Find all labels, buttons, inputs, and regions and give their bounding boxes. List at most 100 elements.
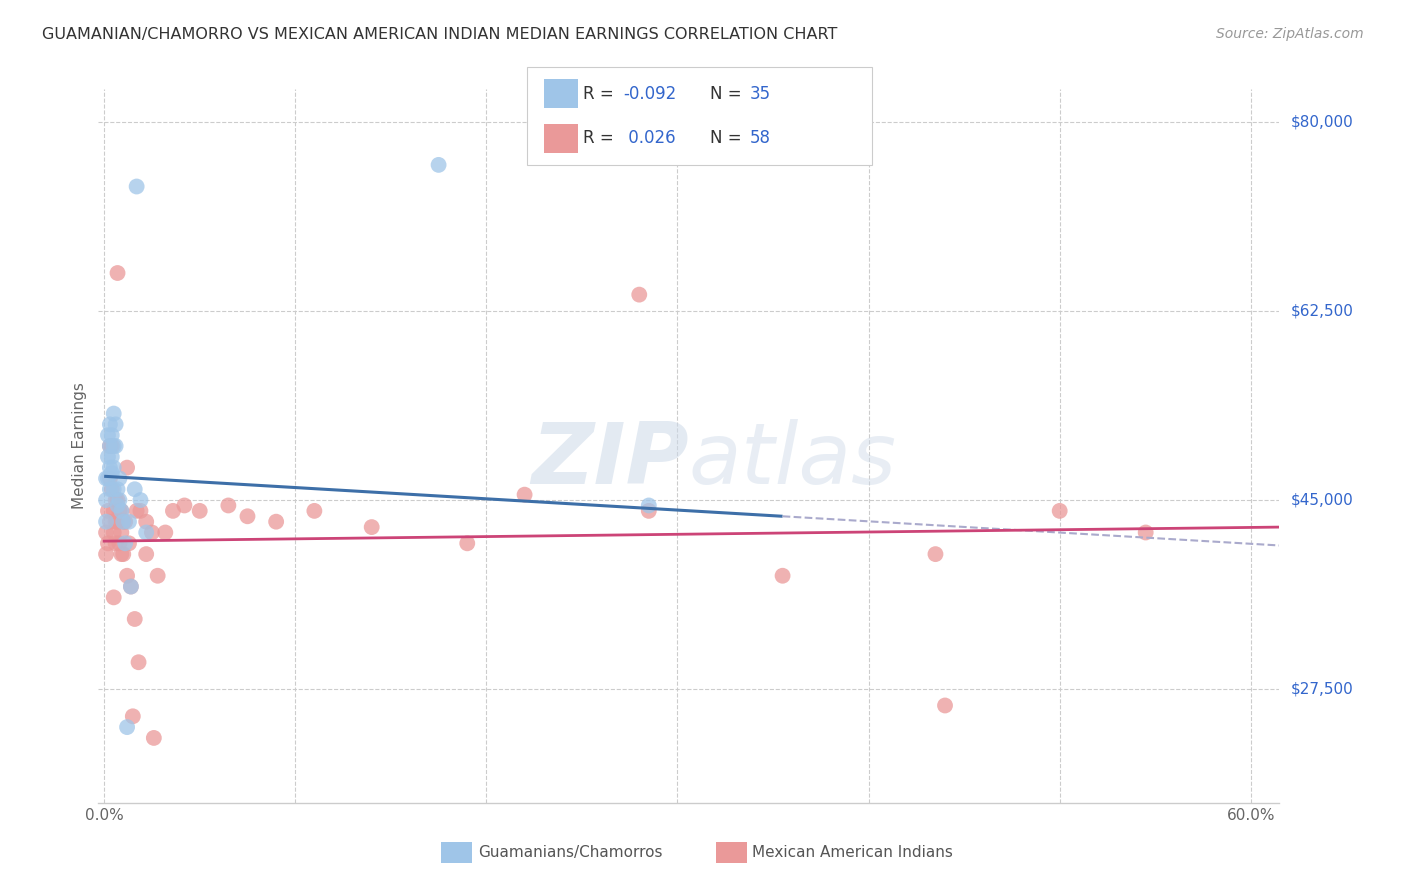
Point bbox=[107, 499, 129, 513]
Point bbox=[104, 417, 127, 432]
Text: $27,500: $27,500 bbox=[1291, 681, 1354, 697]
Point bbox=[115, 568, 138, 582]
Point bbox=[108, 504, 131, 518]
Point bbox=[141, 525, 163, 540]
Point bbox=[103, 407, 125, 421]
Point bbox=[173, 499, 195, 513]
Point bbox=[97, 471, 120, 485]
Point bbox=[110, 547, 132, 561]
Point bbox=[146, 568, 169, 582]
Point bbox=[513, 488, 536, 502]
Point bbox=[114, 536, 136, 550]
Point bbox=[1135, 525, 1157, 540]
Text: Guamanians/Chamorros: Guamanians/Chamorros bbox=[478, 846, 662, 860]
Point bbox=[98, 482, 121, 496]
Text: R =: R = bbox=[583, 129, 620, 147]
Point bbox=[110, 504, 132, 518]
Point bbox=[104, 439, 127, 453]
Point bbox=[104, 536, 127, 550]
Point bbox=[101, 466, 124, 480]
Point bbox=[112, 547, 135, 561]
Point bbox=[118, 536, 141, 550]
Point bbox=[135, 547, 157, 561]
Point bbox=[118, 515, 141, 529]
Point bbox=[135, 515, 157, 529]
Text: GUAMANIAN/CHAMORRO VS MEXICAN AMERICAN INDIAN MEDIAN EARNINGS CORRELATION CHART: GUAMANIAN/CHAMORRO VS MEXICAN AMERICAN I… bbox=[42, 27, 838, 42]
Point bbox=[124, 482, 146, 496]
Point bbox=[188, 504, 211, 518]
Point bbox=[101, 450, 124, 464]
Point bbox=[142, 731, 165, 745]
Point bbox=[115, 720, 138, 734]
Point bbox=[98, 439, 121, 453]
Text: R =: R = bbox=[583, 85, 620, 103]
Point bbox=[98, 439, 121, 453]
Point bbox=[128, 655, 150, 669]
Point bbox=[104, 515, 127, 529]
Point bbox=[135, 525, 157, 540]
Text: ZIP: ZIP bbox=[531, 418, 689, 502]
Point bbox=[107, 515, 129, 529]
Point bbox=[97, 536, 120, 550]
Point bbox=[112, 515, 135, 529]
Text: $62,500: $62,500 bbox=[1291, 303, 1354, 318]
Point bbox=[98, 417, 121, 432]
Point bbox=[637, 504, 659, 518]
Point bbox=[94, 471, 117, 485]
Point bbox=[1049, 504, 1071, 518]
Text: N =: N = bbox=[710, 85, 747, 103]
Point bbox=[104, 493, 127, 508]
Point bbox=[103, 460, 125, 475]
Point bbox=[124, 612, 146, 626]
Point bbox=[120, 580, 142, 594]
Point bbox=[101, 428, 124, 442]
Point bbox=[125, 504, 148, 518]
Point bbox=[129, 504, 152, 518]
Point bbox=[217, 499, 239, 513]
Point bbox=[97, 428, 120, 442]
Point bbox=[637, 499, 659, 513]
Point bbox=[125, 179, 148, 194]
Point bbox=[107, 493, 129, 508]
Text: 58: 58 bbox=[749, 129, 770, 147]
Point bbox=[934, 698, 956, 713]
Point bbox=[115, 460, 138, 475]
Point bbox=[304, 504, 326, 518]
Point bbox=[772, 568, 794, 582]
Point bbox=[103, 504, 125, 518]
Point bbox=[94, 525, 117, 540]
Text: 35: 35 bbox=[749, 85, 770, 103]
Point bbox=[98, 460, 121, 475]
Point bbox=[103, 439, 125, 453]
Point bbox=[264, 515, 287, 529]
Point bbox=[97, 504, 120, 518]
Point bbox=[98, 471, 121, 485]
Point bbox=[107, 482, 129, 496]
Point bbox=[114, 515, 136, 529]
Y-axis label: Median Earnings: Median Earnings bbox=[72, 383, 87, 509]
Point bbox=[103, 482, 125, 496]
Point bbox=[94, 493, 117, 508]
Point bbox=[427, 158, 450, 172]
Point bbox=[155, 525, 177, 540]
Text: Mexican American Indians: Mexican American Indians bbox=[752, 846, 953, 860]
Text: $45,000: $45,000 bbox=[1291, 492, 1354, 508]
Text: -0.092: -0.092 bbox=[623, 85, 676, 103]
Point bbox=[110, 525, 132, 540]
Point bbox=[94, 547, 117, 561]
Text: atlas: atlas bbox=[689, 418, 897, 502]
Point bbox=[110, 504, 132, 518]
Point bbox=[628, 287, 651, 301]
Point bbox=[101, 482, 124, 496]
Point bbox=[456, 536, 478, 550]
Point bbox=[98, 515, 121, 529]
Text: $80,000: $80,000 bbox=[1291, 114, 1354, 129]
Point bbox=[121, 709, 143, 723]
Point bbox=[360, 520, 382, 534]
Point bbox=[97, 450, 120, 464]
Text: 0.026: 0.026 bbox=[623, 129, 675, 147]
Point bbox=[108, 493, 131, 508]
Point bbox=[101, 439, 124, 453]
Point bbox=[112, 515, 135, 529]
Point bbox=[108, 471, 131, 485]
